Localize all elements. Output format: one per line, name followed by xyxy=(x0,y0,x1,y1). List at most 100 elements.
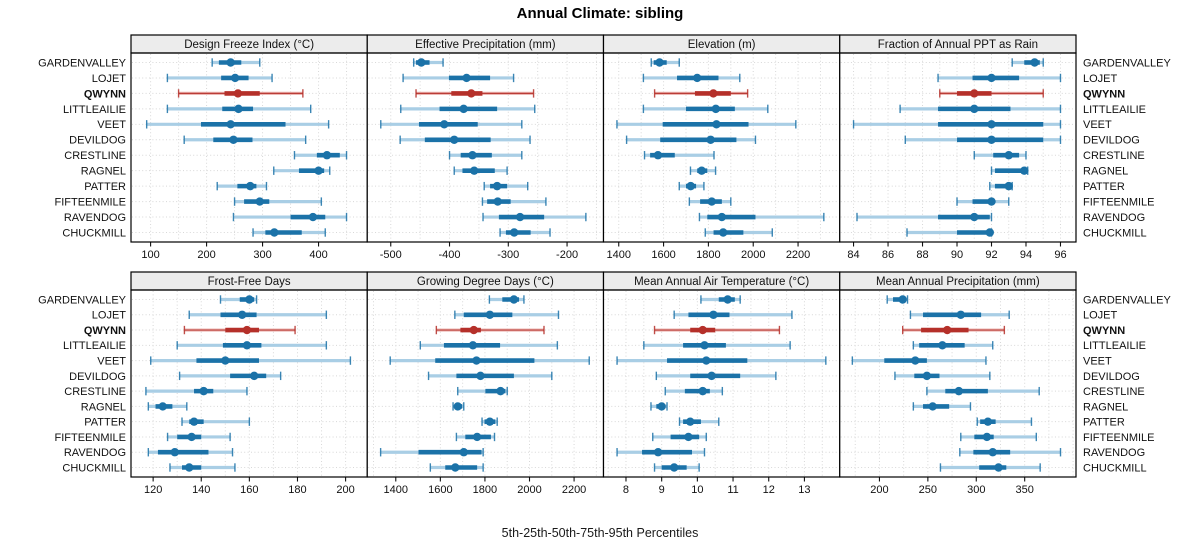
median-dot xyxy=(242,325,252,335)
interval-row-littleailie xyxy=(912,341,994,350)
axis-tick-label: 88 xyxy=(916,249,928,261)
interval-row-crestline xyxy=(293,151,348,160)
interval-row-chuckmill xyxy=(906,228,994,237)
interval-row-crestline xyxy=(643,151,715,160)
interval-row-littleailie xyxy=(643,341,791,350)
interval-row-patter xyxy=(989,181,1013,191)
median-dot xyxy=(987,73,996,83)
median-dot xyxy=(189,417,199,426)
interval-row-veet xyxy=(145,120,330,129)
interval-row-ragnel xyxy=(273,166,331,175)
median-dot xyxy=(468,341,478,350)
station-label-right: VEET xyxy=(1083,355,1112,367)
interval-row-qwynn xyxy=(415,89,535,98)
interval-row-lojet xyxy=(673,310,793,319)
station-label-left: CHUCKMILL xyxy=(62,227,126,239)
interval-row-gardenvalley xyxy=(488,295,525,304)
median-dot xyxy=(440,120,449,129)
station-label-right: QWYNN xyxy=(1083,88,1125,100)
station-label-left: LOJET xyxy=(92,310,127,322)
median-dot xyxy=(245,295,254,304)
axis-tick-label: 1400 xyxy=(606,249,630,261)
axis-tick-label: 86 xyxy=(882,249,894,261)
station-label-left: RAGNEL xyxy=(81,401,126,413)
median-dot xyxy=(657,402,666,411)
axis-tick-label: 84 xyxy=(847,249,859,261)
median-dot xyxy=(938,341,947,350)
median-dot xyxy=(199,386,208,396)
interval-row-patter xyxy=(678,181,705,191)
median-dot xyxy=(469,325,478,335)
panel-background xyxy=(131,53,368,242)
interval-row-devildog xyxy=(904,135,1062,144)
panel-strip-title: Elevation (m) xyxy=(688,39,756,51)
station-label-right: PATTER xyxy=(1083,417,1125,429)
interval-row-littleailie xyxy=(400,104,536,114)
median-dot xyxy=(451,463,460,472)
median-dot xyxy=(509,295,519,304)
median-dot xyxy=(459,448,468,457)
median-dot xyxy=(994,463,1003,472)
median-dot xyxy=(988,448,997,457)
axis-tick-label: 160 xyxy=(240,484,258,496)
interval-row-lojet xyxy=(909,310,1010,319)
interval-row-gardenvalley xyxy=(700,295,741,304)
station-label-right: CHUCKMILL xyxy=(1083,462,1147,474)
median-dot xyxy=(221,356,230,365)
interval-row-ragnel xyxy=(452,402,465,411)
interval-row-lojet xyxy=(166,73,273,83)
median-dot xyxy=(928,402,937,411)
median-dot xyxy=(653,448,663,457)
interval-row-crestline xyxy=(664,386,724,396)
station-label-left: RAVENDOG xyxy=(64,447,126,459)
median-dot xyxy=(943,325,952,335)
median-dot xyxy=(653,151,663,160)
axis-tick-label: 13 xyxy=(798,484,810,496)
median-dot xyxy=(987,120,996,129)
station-label-right: FIFTEENMILE xyxy=(1083,432,1155,444)
median-dot xyxy=(698,386,707,396)
median-dot xyxy=(308,212,318,222)
interval-row-qwynn xyxy=(901,325,1006,335)
axis-tick-label: 300 xyxy=(253,249,271,261)
panel-strip-title: Mean Annual Precipitation (mm) xyxy=(876,276,1040,288)
station-label-left: LITTLEAILIE xyxy=(63,340,126,352)
median-dot xyxy=(230,73,240,83)
median-dot xyxy=(686,417,695,426)
station-label-right: DEVILDOG xyxy=(1083,135,1140,147)
axis-tick-label: 94 xyxy=(1020,249,1032,261)
interval-row-devildog xyxy=(655,371,777,381)
median-dot xyxy=(242,341,252,350)
interval-row-crestline xyxy=(448,151,523,160)
station-label-right: FIFTEENMILE xyxy=(1083,196,1155,208)
interval-row-chuckmill xyxy=(252,228,326,237)
median-dot xyxy=(185,463,194,472)
median-dot xyxy=(322,151,332,160)
interval-row-patter xyxy=(678,417,720,426)
panel-strip-title: Mean Annual Air Temperature (°C) xyxy=(634,276,809,288)
median-dot xyxy=(987,197,996,206)
interval-row-devildog xyxy=(625,135,757,144)
median-dot xyxy=(270,228,279,237)
station-label-left: CRESTLINE xyxy=(64,150,126,162)
median-dot xyxy=(1004,151,1013,160)
median-dot xyxy=(712,120,721,129)
median-dot xyxy=(707,371,716,381)
median-dot xyxy=(686,181,695,191)
panel-strip-title: Frost-Free Days xyxy=(208,276,291,288)
interval-row-fifteenmile xyxy=(652,432,707,442)
station-label-right: LITTLEAILIE xyxy=(1083,104,1146,116)
interval-row-chuckmill xyxy=(169,463,236,472)
interval-row-fifteenmile xyxy=(481,197,547,206)
axis-tick-label: 140 xyxy=(192,484,210,496)
interval-row-devildog xyxy=(894,371,991,381)
panel-background xyxy=(367,53,604,242)
station-label-right: RAVENDOG xyxy=(1083,447,1145,459)
median-dot xyxy=(249,371,259,381)
interval-row-gardenvalley xyxy=(219,295,258,304)
median-dot xyxy=(226,120,235,129)
panel-elevation-m: 1400 1600 1800 2000 2200 Elevation (m) xyxy=(602,34,841,261)
axis-tick-label: -300 xyxy=(497,249,519,261)
interval-row-devildog xyxy=(183,135,307,144)
station-label-left: DEVILDOG xyxy=(69,135,126,147)
